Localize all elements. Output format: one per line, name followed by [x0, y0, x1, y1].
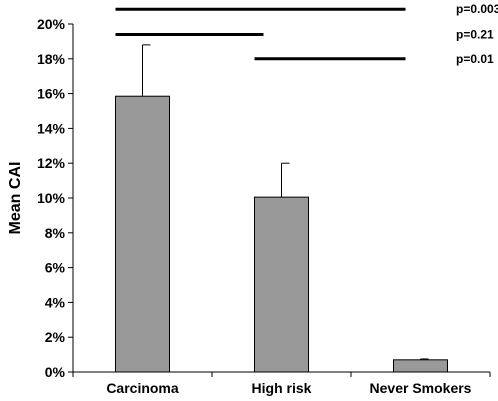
y-tick-label: 14% — [37, 120, 66, 136]
y-tick-label: 8% — [45, 225, 66, 241]
y-tick-label: 16% — [37, 86, 66, 102]
y-tick-label: 2% — [45, 329, 66, 345]
x-tick-label: Never Smokers — [370, 380, 472, 396]
y-tick-label: 20% — [37, 16, 66, 32]
bars — [115, 95, 448, 373]
significance-lines: p=0.003 p=0.21 p=0.01 — [115, 2, 498, 66]
y-axis-title: Mean CAI — [7, 162, 24, 235]
y-tick-label: 18% — [37, 51, 66, 67]
bar-0 — [115, 95, 170, 373]
y-tick-label: 0% — [45, 364, 66, 380]
p-value-label: p=0.01 — [456, 52, 494, 66]
x-axis-labels: Carcinoma High risk Never Smokers — [106, 380, 471, 396]
y-tick-label: 10% — [37, 190, 66, 206]
bar-1 — [254, 196, 309, 373]
x-tick-label: High risk — [252, 380, 312, 396]
y-axis-ticks: 0% 2% 4% 6% 8% 10% 12% 14% 16% 18% 20% — [37, 16, 73, 380]
p-value-label: p=0.21 — [456, 27, 494, 41]
bar-2 — [393, 359, 448, 373]
error-bars — [142, 44, 429, 360]
x-tick-label: Carcinoma — [106, 380, 179, 396]
y-tick-label: 12% — [37, 155, 66, 171]
p-value-label: p=0.003 — [456, 2, 498, 16]
y-tick-label: 4% — [45, 294, 66, 310]
y-tick-label: 6% — [45, 260, 66, 276]
axes — [72, 24, 491, 377]
